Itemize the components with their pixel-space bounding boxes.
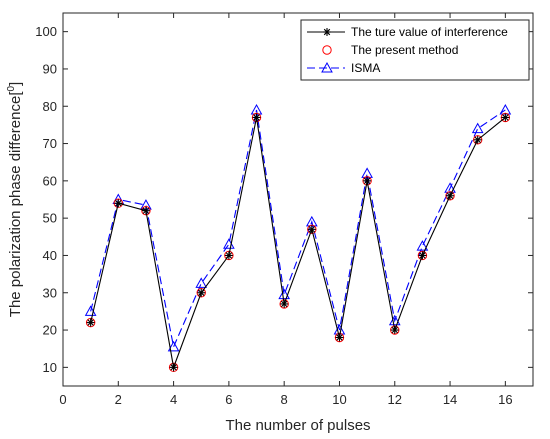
series-0-point-stroke: [502, 114, 509, 121]
series-0-point-stroke: [142, 207, 150, 214]
series-1-point: [500, 112, 511, 123]
series-0-point-stroke: [170, 364, 177, 371]
x-tick-label: 6: [225, 392, 232, 407]
series-0-point-stroke: [363, 177, 371, 185]
series-0-point-stroke: [391, 326, 398, 334]
x-tick-label: 4: [170, 392, 177, 407]
legend-label: ISMA: [351, 61, 380, 75]
y-axis-title: The polarization phase difference[0]: [6, 82, 24, 317]
series-0-point: [114, 199, 123, 208]
series-1-point: [307, 224, 317, 235]
x-tick-label: 10: [332, 392, 346, 407]
series-line-2: [90, 109, 506, 349]
series-2-point: [388, 314, 401, 326]
series-1-point: [251, 112, 262, 123]
legend-item: The ture value of interference: [307, 25, 508, 39]
series-1-point: [417, 250, 428, 261]
series-1-point: [334, 332, 345, 343]
series-0-point-stroke: [115, 200, 122, 207]
series-0-point-stroke: [474, 136, 481, 144]
series-0: [86, 113, 510, 372]
x-tick-label: 14: [443, 392, 457, 407]
legend-marker: [321, 61, 333, 73]
series-0-point-stroke: [198, 289, 205, 296]
series-0-point: [280, 299, 289, 308]
plot-frame: [62, 12, 534, 387]
series-line-0: [90, 117, 506, 370]
y-tick-label: 60: [43, 173, 57, 188]
legend-marker-stroke: [323, 28, 331, 36]
y-tick-label: 90: [43, 61, 57, 76]
y-tick-label: 70: [43, 136, 57, 151]
series-0-point: [501, 113, 510, 122]
legend-box: [300, 19, 530, 81]
x-tick-label: 8: [281, 392, 288, 407]
series-2-point: [471, 122, 484, 134]
legend-item: ISMA: [307, 61, 380, 75]
series-1-point: [85, 317, 96, 328]
x-tick-label: 16: [498, 392, 512, 407]
series-2-point: [195, 277, 208, 288]
series-0-point: [390, 326, 399, 335]
y-axis-title-tail: ]: [7, 82, 24, 86]
y-tick-label: 50: [43, 211, 57, 226]
y-axis-title-superscript: 0: [6, 86, 17, 92]
series-0-point: [418, 251, 427, 260]
series-0-point-stroke: [419, 252, 426, 259]
series-0-point: [197, 288, 206, 297]
series-1-point: [362, 176, 372, 186]
x-tick-label: 12: [388, 392, 402, 407]
series-layer: [84, 103, 512, 373]
series-1-point: [224, 250, 234, 261]
axes: 0 2 4 6 8 10 12 14 16 10 20 30 40 50 60 70 80 90 100: [35, 13, 533, 407]
legend-marker: [322, 45, 332, 55]
series-0-point: [224, 251, 233, 260]
series-1-point: [445, 191, 455, 201]
y-tick-label: 40: [43, 248, 57, 263]
legend-label: The present method: [351, 43, 458, 57]
series-1-point: [473, 135, 483, 145]
series-0-point-stroke: [280, 300, 288, 308]
series-0-point: [335, 333, 344, 342]
x-tick-label: 0: [59, 392, 66, 407]
series-1-point: [196, 288, 206, 298]
series-0-point: [141, 206, 150, 215]
series-0-point: [252, 113, 261, 122]
series-1-point: [141, 205, 151, 216]
series-1-point: [390, 325, 400, 335]
series-0-point-stroke: [336, 334, 343, 341]
legend-label: The ture value of interference: [351, 25, 508, 39]
series-1-point: [113, 198, 123, 208]
x-tick-label: 2: [115, 392, 122, 407]
series-2-point: [416, 240, 429, 251]
series-0-point: [169, 363, 178, 372]
y-axis-title-main: The polarization phase difference[: [7, 91, 24, 318]
series-2-point: [278, 288, 291, 300]
legend: The ture value of interference The presen…: [300, 19, 530, 81]
y-tick-label: 100: [35, 24, 57, 39]
series-0-point: [446, 191, 455, 200]
x-axis-title: The number of pulses: [225, 417, 370, 434]
series-0-point: [86, 318, 95, 327]
series-0-point-stroke: [253, 114, 260, 121]
series-0-point-stroke: [225, 252, 233, 259]
series-0-point-stroke: [87, 319, 94, 326]
y-tick-label: 10: [43, 360, 57, 375]
legend-marker: [323, 28, 331, 36]
series-2-point: [167, 340, 180, 352]
y-tick-label: 20: [43, 323, 57, 338]
series-1: [85, 112, 511, 373]
legend-item: The present method: [322, 43, 458, 57]
series-0-point: [473, 135, 482, 144]
y-tick-label: 80: [43, 99, 57, 114]
series-0-point-stroke: [446, 192, 454, 199]
series-0-point-stroke: [308, 226, 316, 233]
y-tick-label: 30: [43, 285, 57, 300]
series-0-point: [363, 176, 372, 185]
series-0-point: [307, 225, 316, 234]
series-1-point: [279, 299, 289, 309]
series-1-point: [168, 362, 179, 373]
